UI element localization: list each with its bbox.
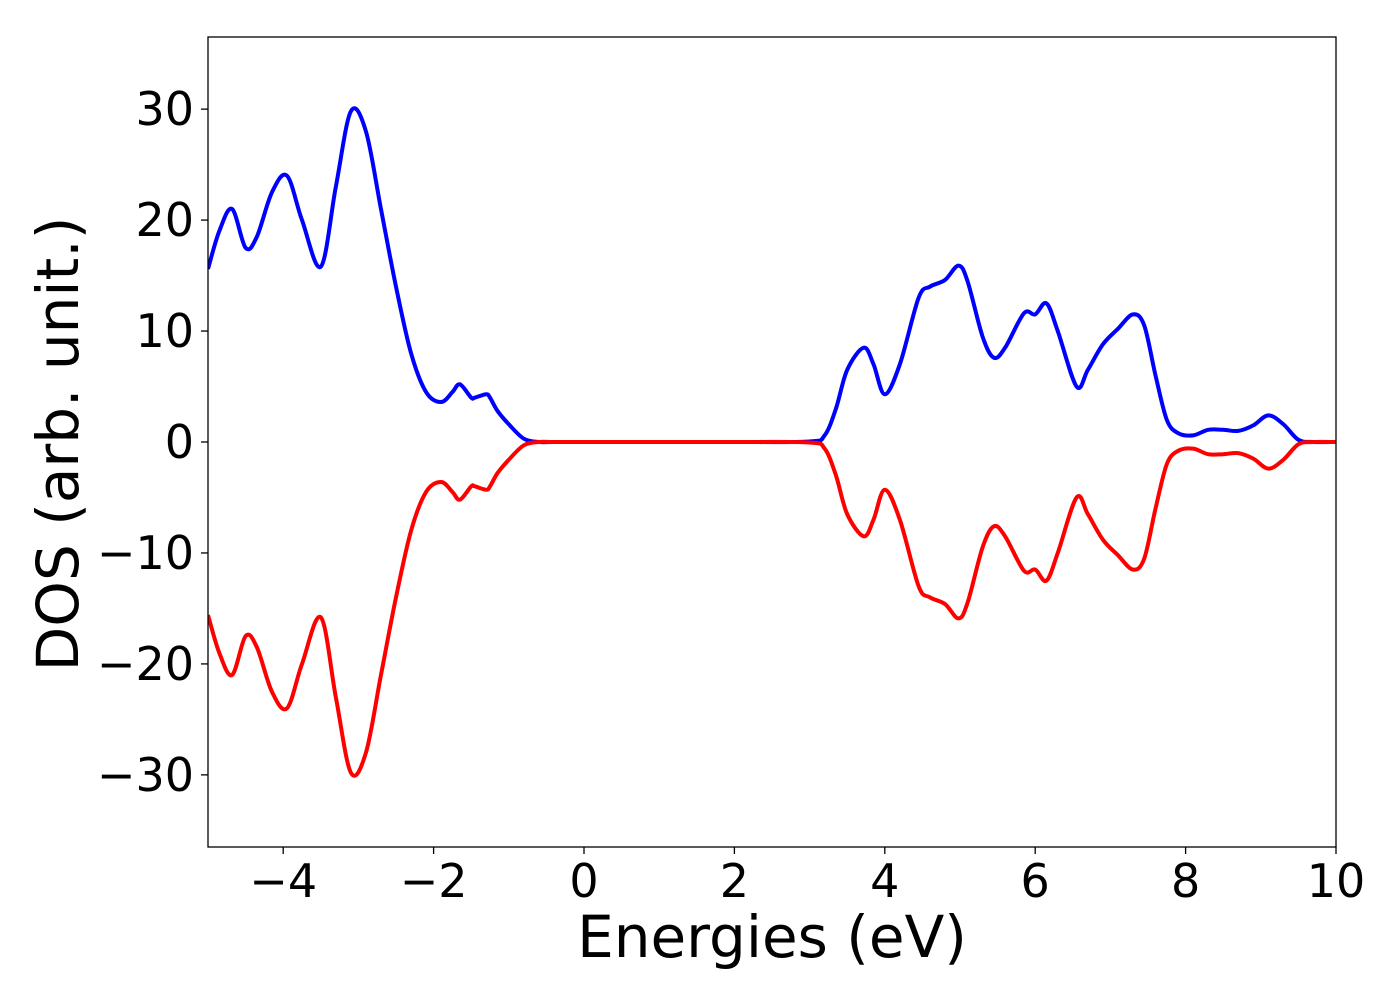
y-tick-label: 0 [165,415,194,469]
x-tick-label: 10 [1307,854,1366,908]
x-axis-title: Energies (eV) [577,903,967,971]
y-axis-ticks: 30 20 10 0 −10 −20 −30 [97,82,208,802]
x-axis-ticks: −4 −2 0 2 4 6 8 10 [249,847,1365,908]
y-tick-label: 10 [135,304,194,358]
x-tick-label: 2 [720,854,749,908]
x-tick-label: 6 [1021,854,1050,908]
y-tick-label: −20 [97,637,194,691]
y-tick-label: 30 [135,82,194,136]
x-tick-label: 8 [1171,854,1200,908]
y-tick-label: −30 [97,748,194,802]
x-tick-label: −4 [249,854,317,908]
series-layer [208,106,1336,778]
x-tick-label: 0 [569,854,598,908]
y-tick-label: 20 [135,193,194,247]
y-tick-label: −10 [97,526,194,580]
y-axis-title: DOS (arb. unit.) [24,217,92,672]
x-tick-label: −2 [400,854,468,908]
x-tick-label: 4 [870,854,899,908]
series-line-2 [208,439,1336,778]
series-line-1 [208,106,1336,445]
